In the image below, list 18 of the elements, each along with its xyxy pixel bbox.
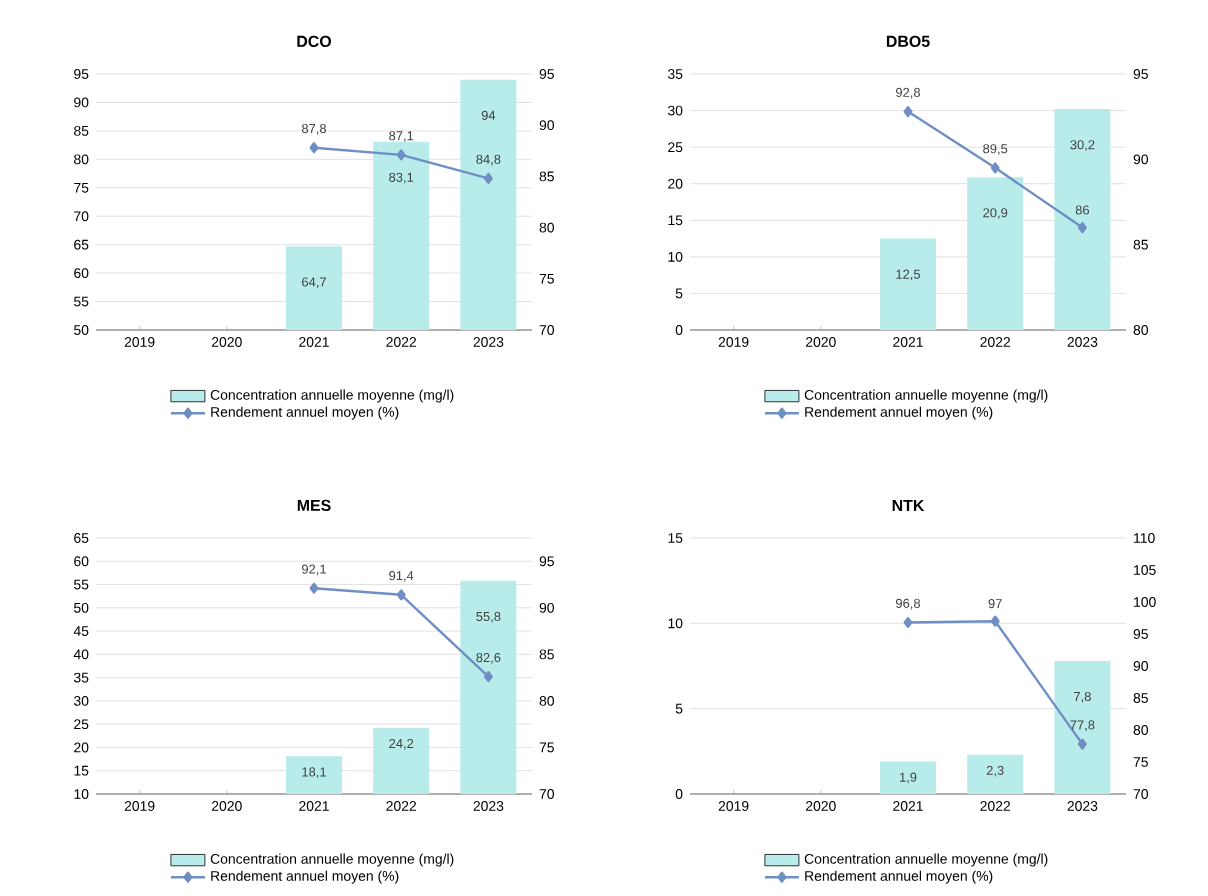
point xyxy=(990,615,1000,627)
point xyxy=(483,671,493,683)
point xyxy=(396,589,406,601)
point xyxy=(1077,222,1087,234)
point xyxy=(990,162,1000,174)
point xyxy=(903,616,913,629)
point xyxy=(309,582,319,594)
point xyxy=(1077,738,1087,750)
point xyxy=(903,105,913,118)
bar xyxy=(880,238,937,330)
bar xyxy=(967,177,1024,330)
bar xyxy=(880,761,937,794)
point xyxy=(396,149,406,161)
bar xyxy=(1054,109,1111,330)
bar xyxy=(1054,660,1111,794)
point xyxy=(483,172,493,185)
point xyxy=(309,142,319,154)
bar xyxy=(967,754,1024,794)
